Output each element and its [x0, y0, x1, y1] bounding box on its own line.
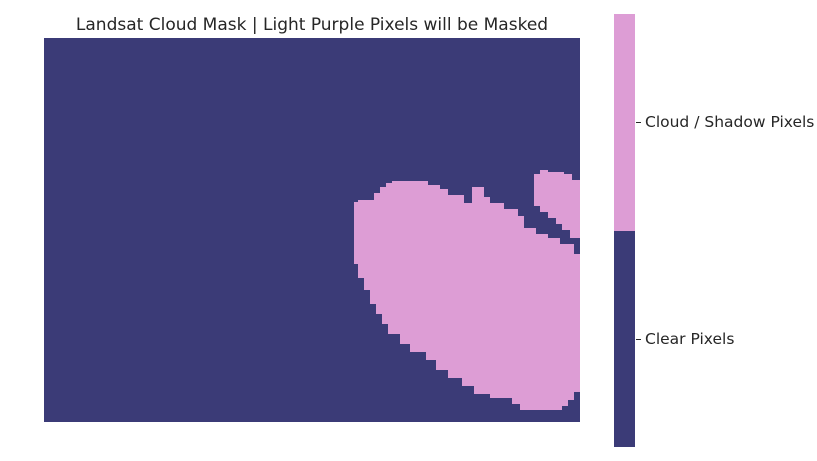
colorbar-tick-cloud	[636, 122, 641, 123]
colorbar-tick-clear	[636, 339, 641, 340]
colorbar-label-cloud: Cloud / Shadow Pixels	[645, 113, 815, 131]
mask-plot-area	[44, 38, 580, 422]
chart-title: Landsat Cloud Mask | Light Purple Pixels…	[75, 15, 549, 35]
cloud-shadow-region-small	[534, 170, 580, 238]
mask-raster	[44, 38, 580, 422]
colorbar-label-clear: Clear Pixels	[645, 330, 735, 348]
colorbar-cloud-segment	[614, 14, 635, 231]
colorbar-clear-segment	[614, 231, 635, 447]
cloud-shadow-region-main	[354, 181, 580, 410]
colorbar	[614, 14, 635, 447]
